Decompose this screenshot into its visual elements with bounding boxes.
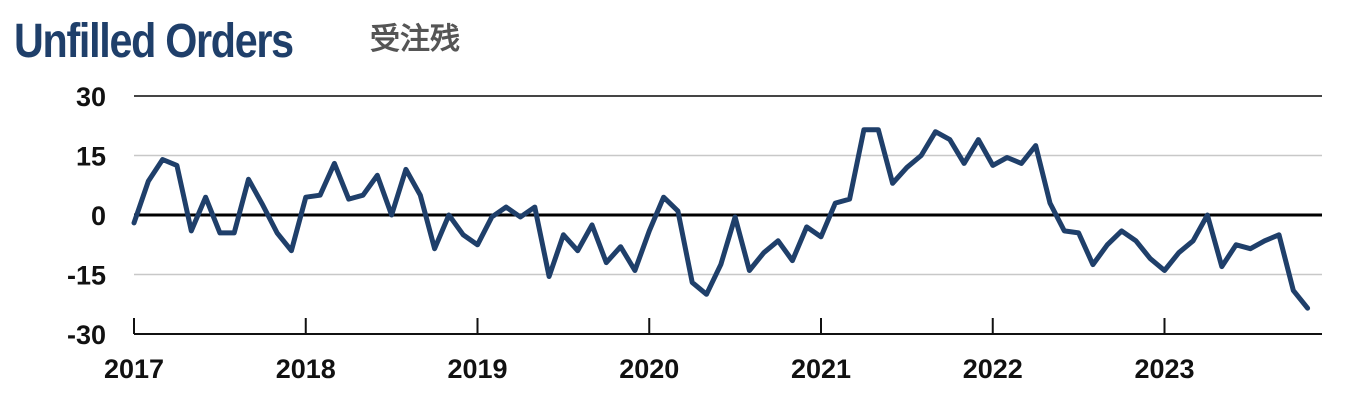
y-tick-label: 15 xyxy=(76,142,106,172)
chart-title: Unfilled Orders xyxy=(14,15,294,68)
chart-title-block: Unfilled Orders xyxy=(14,14,338,69)
x-tick-label: 2019 xyxy=(447,354,507,384)
y-axis-tick-labels: 30 15 0 -15 -30 xyxy=(67,82,106,350)
x-tick-label: 2017 xyxy=(104,354,164,384)
chart-subtitle: 受注残 xyxy=(370,22,460,57)
y-tick-label: -15 xyxy=(67,261,106,291)
x-tick-label: 2022 xyxy=(963,354,1023,384)
x-tick-label: 2021 xyxy=(791,354,851,384)
y-tick-label: -30 xyxy=(67,320,106,350)
x-axis: 2017 2018 2019 2020 2021 2022 2023 xyxy=(104,318,1322,384)
series-layer xyxy=(131,127,1311,311)
x-tick-label: 2018 xyxy=(276,354,336,384)
y-tick-label: 0 xyxy=(91,201,106,231)
x-tick-label: 2020 xyxy=(619,354,679,384)
y-tick-label: 30 xyxy=(76,82,106,112)
grid-layer xyxy=(134,95,1322,276)
series-line xyxy=(131,127,1311,311)
x-tick-label: 2023 xyxy=(1134,354,1194,384)
